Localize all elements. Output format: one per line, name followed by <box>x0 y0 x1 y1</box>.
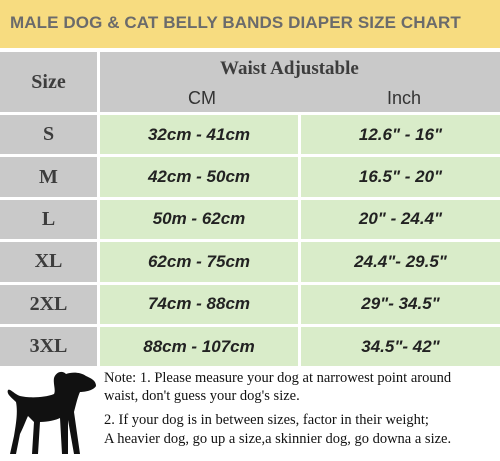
inch-cell: 29"- 34.5" <box>301 284 500 324</box>
dog-icon <box>7 371 97 454</box>
note-line: waist, don't guess your dog's size. <box>104 388 300 404</box>
inch-cell: 16.5" - 20" <box>301 157 500 197</box>
note-line: 2. If your dog is in between sizes, fact… <box>104 412 429 428</box>
inch-cell: 20" - 24.4" <box>301 199 500 240</box>
size-header: Size <box>0 52 97 112</box>
cm-cell: 42cm - 50cm <box>100 157 298 197</box>
inch-cell: 24.4"- 29.5" <box>301 242 500 282</box>
cm-header: CM <box>188 88 216 108</box>
size-cell: M <box>0 157 97 197</box>
waist-header-cell <box>100 52 500 112</box>
note-line: A heavier dog, go up a size,a skinnier d… <box>104 431 452 447</box>
size-cell: 2XL <box>0 284 97 324</box>
banner: MALE DOG & CAT BELLY BANDS DIAPER SIZE C… <box>0 0 500 48</box>
size-cell: XL <box>0 242 97 282</box>
size-cell: L <box>0 199 97 240</box>
cm-cell: 50m - 62cm <box>100 199 298 240</box>
inch-cell: 34.5"- 42" <box>301 327 500 367</box>
title: MALE DOG & CAT BELLY BANDS DIAPER SIZE C… <box>10 13 461 32</box>
inch-header: Inch <box>387 88 422 108</box>
cm-cell: 74cm - 88cm <box>100 284 298 324</box>
cm-cell: 62cm - 75cm <box>100 242 298 282</box>
size-cell: S <box>0 115 97 155</box>
note-line: Note: 1. Please measure your dog at narr… <box>104 370 452 386</box>
waist-header: Waist Adjustable <box>220 58 359 79</box>
cm-cell: 32cm - 41cm <box>100 115 298 155</box>
inch-cell: 12.6" - 16" <box>301 115 500 155</box>
size-cell: 3XL <box>0 327 97 367</box>
cm-cell: 88cm - 107cm <box>100 327 298 367</box>
